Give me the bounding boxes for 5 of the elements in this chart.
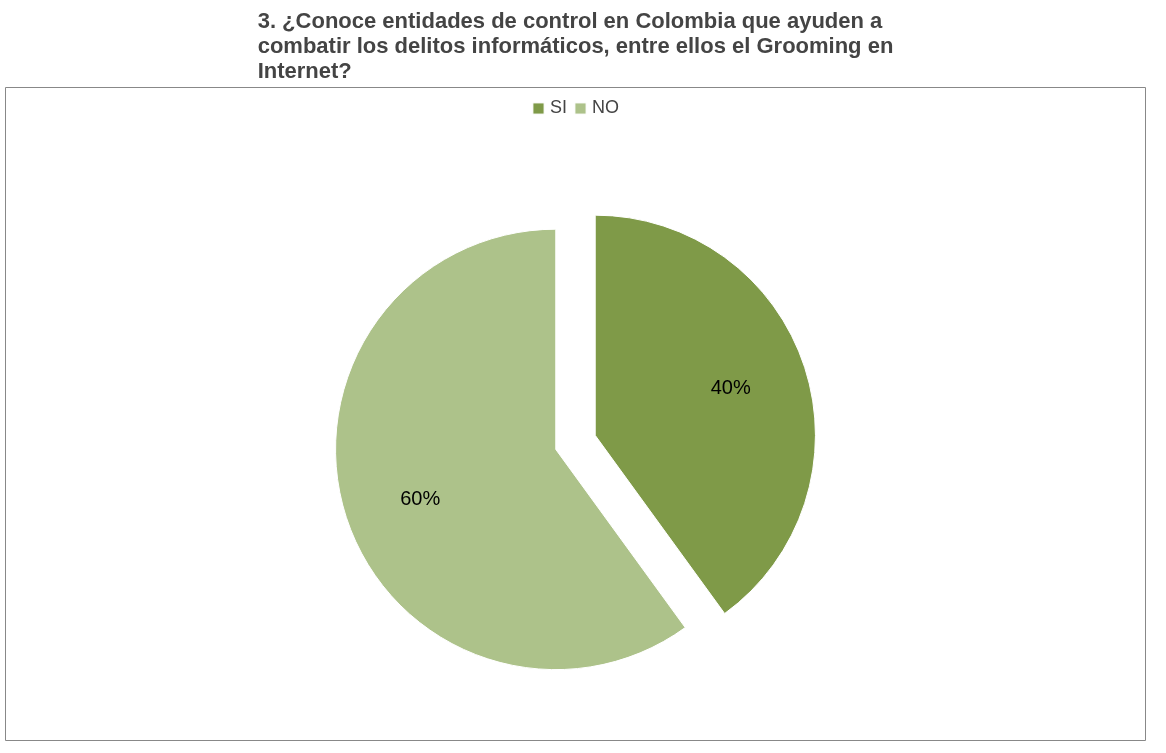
- data-label: 40%: [710, 376, 751, 399]
- legend-label: SI: [550, 97, 568, 118]
- data-label: 60%: [400, 486, 441, 509]
- legend-label: NO: [592, 97, 619, 118]
- chart-title: 3. ¿Conoce entidades de control en Colombia que ayuden a combatir los delitos informáticos, entre ellos el Grooming en Internet?: [257, 7, 894, 83]
